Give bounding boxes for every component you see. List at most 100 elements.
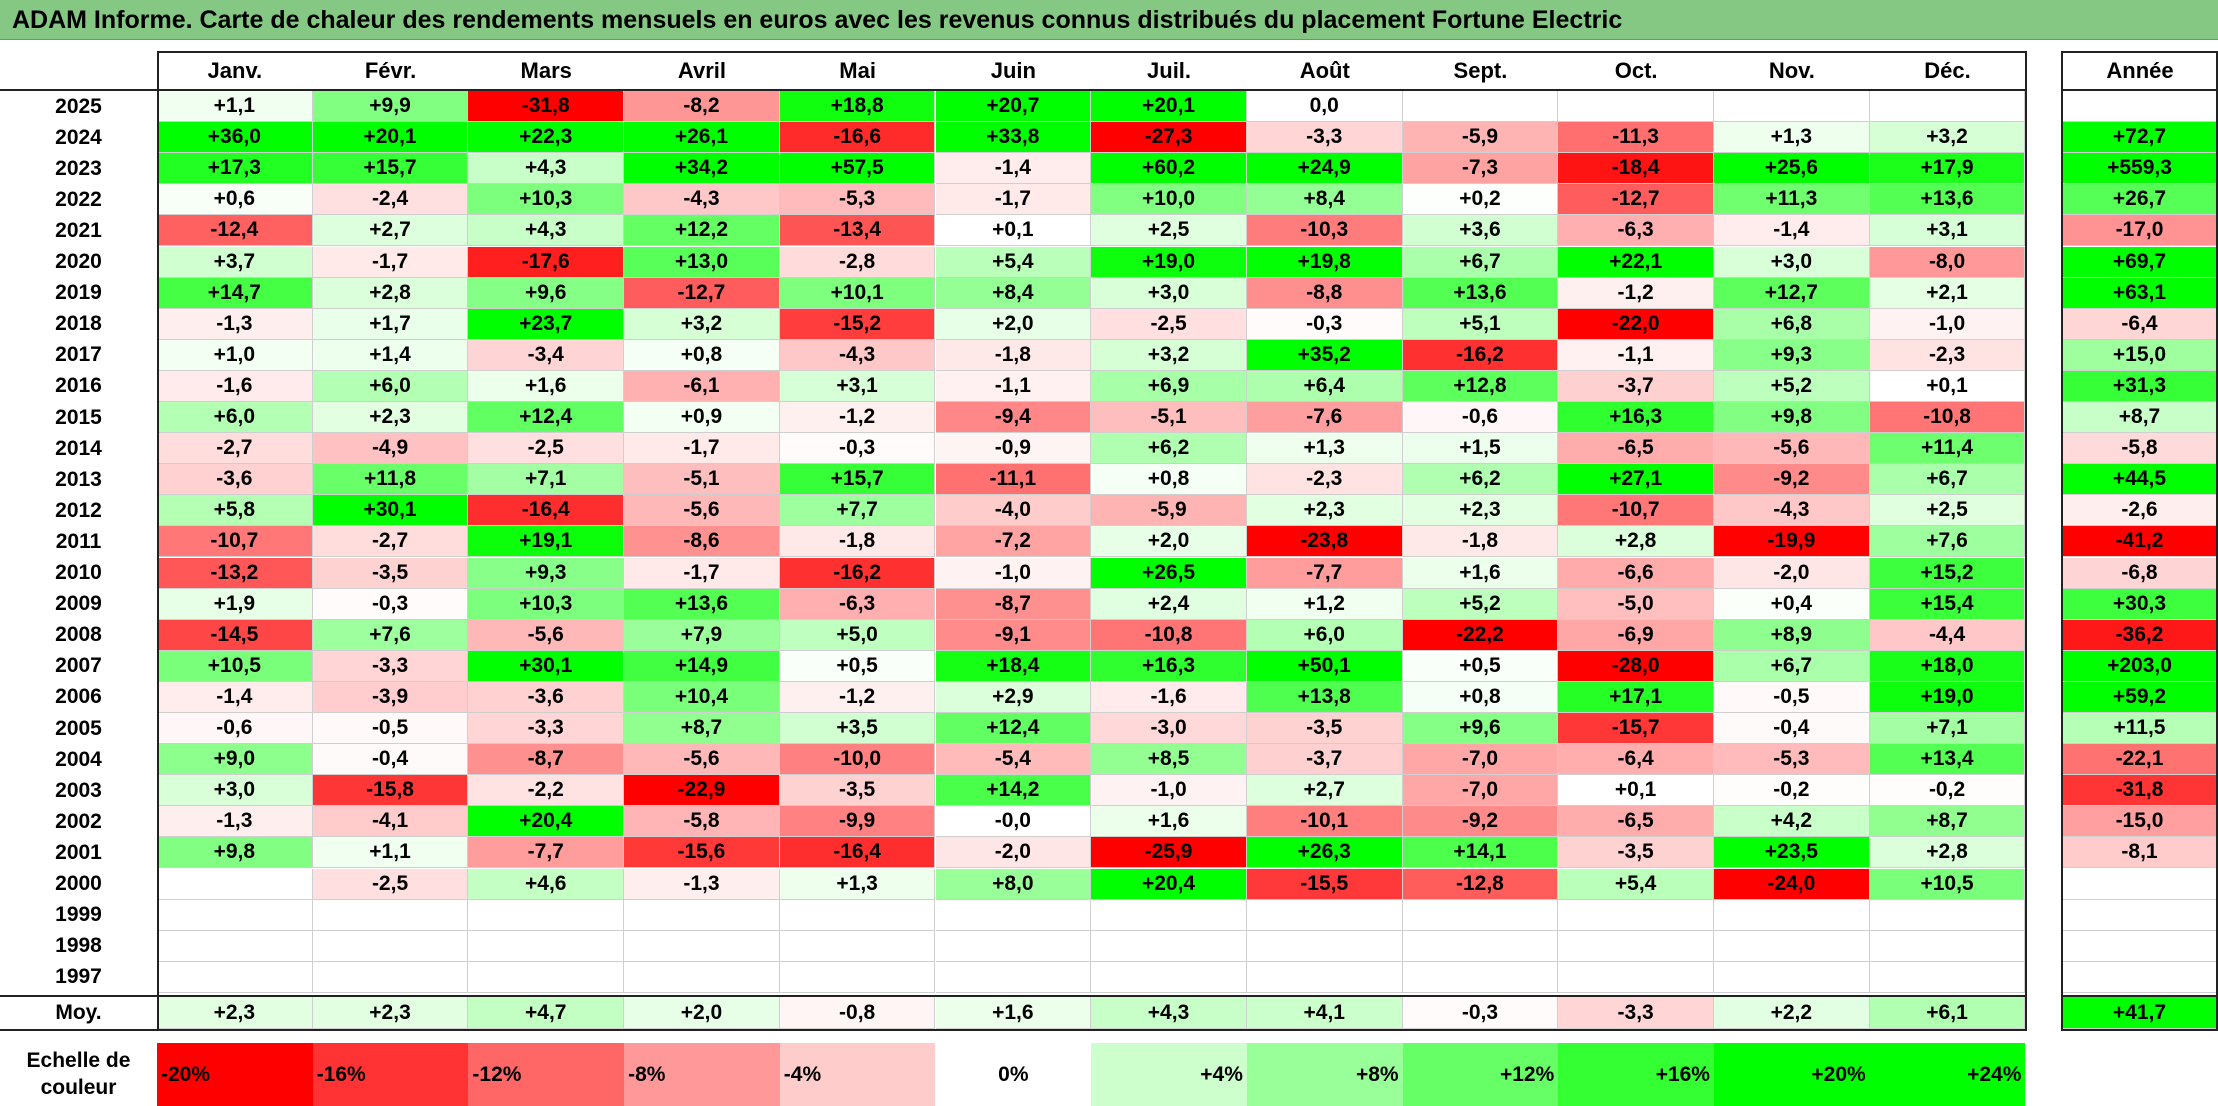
heatmap-cell — [1091, 961, 1247, 993]
average-cell: +6,1 — [1869, 997, 2026, 1029]
heatmap-cell: +18,8 — [779, 91, 936, 123]
heatmap-cell — [157, 930, 313, 962]
heatmap-cell: -16,6 — [779, 122, 936, 154]
separator-line — [2061, 89, 2218, 91]
heatmap-cell: -15,2 — [779, 308, 936, 340]
year-label: 2022 — [55, 187, 102, 211]
heatmap-cell — [1246, 899, 1403, 931]
heatmap-cell: -15,6 — [624, 837, 780, 869]
heatmap-cell: +3,0 — [1091, 277, 1247, 309]
heatmap-cell: -17,6 — [468, 246, 625, 278]
heatmap-cell: -8,2 — [624, 91, 780, 123]
annual-cell: +559,3 — [2062, 153, 2218, 185]
heatmap-cell: -1,1 — [1558, 339, 1714, 371]
heatmap-cell: +10,0 — [1091, 184, 1247, 216]
heatmap-cell: -5,1 — [624, 464, 780, 496]
heatmap-cell: +3,2 — [624, 308, 780, 340]
heatmap-cell: +23,5 — [1714, 837, 1870, 869]
heatmap-cell: +5,0 — [779, 619, 936, 651]
month-header: Janv. — [207, 57, 263, 83]
average-cell: +1,6 — [935, 997, 1092, 1029]
heatmap-cell — [624, 930, 780, 962]
heatmap-cell: -10,8 — [1869, 402, 2026, 434]
heatmap-cell: -10,7 — [157, 526, 313, 558]
heatmap-cell: +12,4 — [468, 402, 625, 434]
heatmap-cell: +18,4 — [935, 650, 1092, 682]
color-scale-step: 0% — [935, 1043, 1092, 1106]
heatmap-cell: +1,5 — [1402, 433, 1559, 465]
year-label: 2021 — [55, 218, 102, 242]
heatmap-cell: -3,9 — [312, 681, 469, 713]
heatmap-cell — [1869, 961, 2026, 993]
heatmap-cell: +3,1 — [779, 370, 936, 402]
heatmap-cell: +2,4 — [1091, 588, 1247, 620]
heatmap-cell: -1,3 — [157, 806, 313, 838]
heatmap-cell: -9,2 — [1714, 464, 1870, 496]
year-label: 2008 — [55, 623, 102, 647]
average-cell: -0,3 — [1402, 997, 1559, 1029]
heatmap-cell: +23,7 — [468, 308, 625, 340]
heatmap-cell: +6,7 — [1402, 246, 1559, 278]
heatmap-cell: -10,7 — [1558, 495, 1714, 527]
month-header: Oct. — [1614, 57, 1658, 83]
average-cell: +2,3 — [157, 997, 313, 1029]
heatmap-cell: +2,7 — [1246, 775, 1403, 807]
heatmap-cell: +7,1 — [1869, 713, 2026, 745]
heatmap-cell: +2,8 — [1558, 526, 1714, 558]
heatmap-cell: +18,0 — [1869, 650, 2026, 682]
heatmap-cell: -12,7 — [1558, 184, 1714, 216]
heatmap-cell: -5,6 — [624, 495, 780, 527]
heatmap-cell — [1869, 899, 2026, 931]
heatmap-cell: +10,3 — [468, 184, 625, 216]
heatmap-cell — [157, 961, 313, 993]
separator-line — [2061, 995, 2218, 997]
heatmap-cell: +7,1 — [468, 464, 625, 496]
title-bar: ADAM Informe. Carte de chaleur des rende… — [0, 0, 2218, 40]
heatmap-cell: +36,0 — [157, 122, 313, 154]
heatmap-cell: +5,2 — [1402, 588, 1559, 620]
heatmap-cell: -3,7 — [1246, 744, 1403, 776]
heatmap-cell: -1,0 — [1091, 775, 1247, 807]
heatmap-cell: +0,2 — [1402, 184, 1559, 216]
heatmap-cell: +13,4 — [1869, 744, 2026, 776]
heatmap-cell — [468, 930, 625, 962]
heatmap-cell: -7,7 — [1246, 557, 1403, 589]
heatmap-cell — [1091, 899, 1247, 931]
heatmap-cell: -9,2 — [1402, 806, 1559, 838]
heatmap-cell: +2,5 — [1091, 215, 1247, 247]
annual-cell: +31,3 — [2062, 370, 2218, 402]
heatmap-cell: -1,3 — [624, 868, 780, 900]
year-label: 2009 — [55, 592, 102, 616]
heatmap-cell: +0,4 — [1714, 588, 1870, 620]
heatmap-cell: +10,3 — [468, 588, 625, 620]
heatmap-cell: -4,1 — [312, 806, 469, 838]
heatmap-cell: -7,3 — [1402, 153, 1559, 185]
heatmap-cell: +9,6 — [1402, 713, 1559, 745]
heatmap-cell: -4,0 — [935, 495, 1092, 527]
heatmap-cell — [1869, 91, 2026, 123]
heatmap-cell: -16,4 — [779, 837, 936, 869]
heatmap-cell: +2,3 — [1402, 495, 1559, 527]
color-scale-step: -16% — [312, 1043, 469, 1106]
heatmap-cell — [1091, 930, 1247, 962]
heatmap-cell: +2,1 — [1869, 277, 2026, 309]
annual-cell: -6,4 — [2062, 308, 2218, 340]
heatmap-cell: +33,8 — [935, 122, 1092, 154]
heatmap-cell: -1,0 — [935, 557, 1092, 589]
average-cell: -3,3 — [1558, 997, 1714, 1029]
heatmap-cell: -23,8 — [1246, 526, 1403, 558]
heatmap-cell: +0,1 — [935, 215, 1092, 247]
heatmap-cell: +12,4 — [935, 713, 1092, 745]
heatmap-cell: -3,3 — [468, 713, 625, 745]
heatmap-cell — [1246, 930, 1403, 962]
heatmap-cell: +4,3 — [468, 215, 625, 247]
heatmap-cell: -3,6 — [157, 464, 313, 496]
heatmap-cell: +30,1 — [468, 650, 625, 682]
heatmap-cell: +19,1 — [468, 526, 625, 558]
heatmap-cell: +7,6 — [1869, 526, 2026, 558]
heatmap-cell: -3,5 — [1246, 713, 1403, 745]
heatmap-cell: +57,5 — [779, 153, 936, 185]
year-label: 2019 — [55, 281, 102, 305]
heatmap-cell — [468, 899, 625, 931]
heatmap-cell: +34,2 — [624, 153, 780, 185]
